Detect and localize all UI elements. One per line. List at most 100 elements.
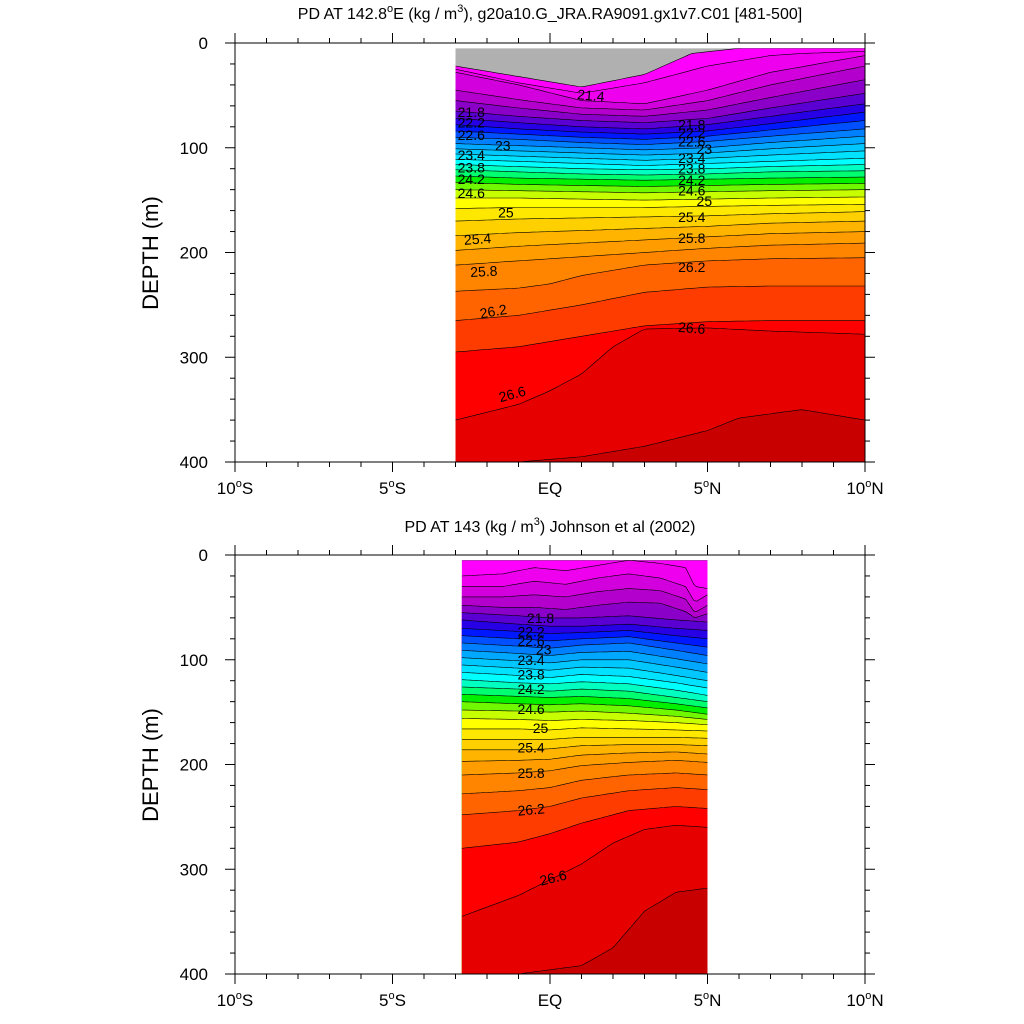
contour-label: 23 bbox=[495, 138, 511, 154]
contour-label: 24.6 bbox=[517, 701, 544, 717]
contour-label: 23.8 bbox=[517, 666, 544, 682]
isopycnal-line-26 bbox=[461, 772, 708, 795]
contour-label: 26.6 bbox=[677, 319, 706, 337]
axes-ticks: 0 100 200 300 400 10oS 5oS EQ 5oN 10oN bbox=[180, 33, 884, 498]
isopycnal-line-26.2 bbox=[455, 285, 865, 321]
y-tick-label: 100 bbox=[180, 651, 208, 670]
isopycnal-line-24.6 bbox=[461, 709, 708, 720]
isopycnal-line-22.2 bbox=[455, 103, 865, 130]
contour-label: 22.2 bbox=[678, 125, 705, 141]
contour-label: 23 bbox=[536, 641, 552, 657]
panel-title: PD AT 142.8oE (kg / m3), g20a10.G_JRA.RA… bbox=[298, 3, 802, 23]
isopycnal-line-26.6 bbox=[461, 825, 708, 917]
y-tick-label: 400 bbox=[180, 453, 208, 472]
x-tick-label: EQ bbox=[538, 479, 563, 498]
y-tick-label: 200 bbox=[180, 756, 208, 775]
y-tick-label: 300 bbox=[180, 348, 208, 367]
isopycnal-line-21.2 bbox=[461, 560, 708, 589]
x-tick-label: 10oN bbox=[846, 990, 883, 1010]
contour-label: 22.2 bbox=[458, 115, 485, 131]
isopycnal-line-23.8 bbox=[461, 679, 708, 696]
isopycnal-line-23.6 bbox=[461, 672, 708, 689]
contour-label: 22.6 bbox=[678, 133, 705, 149]
contour-label: 25 bbox=[697, 193, 713, 209]
contour-label: 25.4 bbox=[463, 230, 492, 248]
contour-label: 26.6 bbox=[497, 383, 528, 406]
x-tick-label: EQ bbox=[538, 991, 563, 1010]
isopycnal-line-21.6 bbox=[455, 65, 865, 111]
contour-label: 21.8 bbox=[527, 610, 554, 626]
isopycnal-line-22.6 bbox=[461, 635, 708, 648]
contour-fills bbox=[455, 48, 865, 463]
contour-label: 21.8 bbox=[678, 117, 705, 133]
y-tick-label: 200 bbox=[180, 244, 208, 263]
isopycnal-line-24.8 bbox=[455, 196, 865, 201]
contour-label: 25 bbox=[533, 720, 549, 736]
isopycnal-line-21.8 bbox=[455, 79, 865, 117]
isopycnal-line-23.8 bbox=[455, 164, 865, 170]
isopycnal-line-24.8 bbox=[461, 718, 708, 725]
contour-label: 22.6 bbox=[517, 633, 544, 649]
isopycnal-line-25.4 bbox=[455, 220, 865, 236]
x-tick-label: 5oS bbox=[379, 478, 406, 498]
x-tick-label: 5oN bbox=[694, 990, 722, 1010]
isopycnal-line-24 bbox=[455, 169, 865, 176]
axes-ticks: 0 100 200 300 400 10oS 5oS EQ 5oN 10oN bbox=[180, 545, 884, 1010]
isopycnal-line-23.2 bbox=[461, 657, 708, 673]
x-tick-label: 10oN bbox=[846, 478, 883, 498]
contour-labels: 21.421.822.222.62323.423.824.224.62525.4… bbox=[458, 86, 713, 405]
contour-label: 25.4 bbox=[678, 209, 705, 225]
contour-label: 24.6 bbox=[458, 185, 485, 201]
contour-label: 24.6 bbox=[678, 183, 705, 199]
isopycnal-line-23 bbox=[461, 650, 708, 665]
isopycnal-line-26.4 bbox=[455, 320, 865, 353]
isopycnal-line-22.2 bbox=[461, 619, 708, 631]
contour-label: 26.2 bbox=[478, 301, 508, 322]
isopycnal-line-25.2 bbox=[461, 737, 708, 740]
x-tick-label: 10oS bbox=[217, 478, 253, 498]
y-tick-label: 400 bbox=[180, 965, 208, 984]
contour-label: 23.4 bbox=[458, 147, 485, 163]
isopycnal-line-26.6 bbox=[455, 327, 865, 421]
isopycnal-line-22 bbox=[455, 93, 865, 123]
contour-label: 25.8 bbox=[517, 765, 544, 781]
y-axis-label: DEPTH (m) bbox=[138, 196, 163, 310]
isopycnal-line-21.4 bbox=[455, 55, 865, 104]
contour-label: 23.4 bbox=[517, 652, 544, 668]
isopycnal-line-26.2 bbox=[461, 787, 708, 816]
isopycnal-line-25 bbox=[455, 204, 865, 209]
contour-fills bbox=[461, 560, 708, 974]
y-axis-label: DEPTH (m) bbox=[138, 708, 163, 822]
contour-label: 21.8 bbox=[458, 104, 485, 120]
isopycnal-line-25 bbox=[461, 727, 708, 732]
isopycnal-line-23.6 bbox=[455, 157, 865, 166]
isopycnal-line-25.2 bbox=[455, 211, 865, 222]
isopycnal-line-23 bbox=[455, 135, 865, 151]
x-tick-label: 10oS bbox=[217, 990, 253, 1010]
isopycnal-line-24.2 bbox=[461, 694, 708, 709]
isopycnal-line-24.6 bbox=[455, 189, 865, 194]
contour-label: 25 bbox=[498, 205, 514, 221]
isopycnal-line-25.6 bbox=[461, 751, 708, 762]
contour-label: 23 bbox=[697, 141, 713, 157]
isopycnal-line-25.8 bbox=[461, 760, 708, 776]
isopycnal-line-23.2 bbox=[455, 143, 865, 156]
panel-top: PD AT 142.8oE (kg / m3), g20a10.G_JRA.RA… bbox=[138, 3, 884, 498]
isopycnal-line-22 bbox=[461, 612, 708, 623]
isopycnal-line-22.8 bbox=[461, 642, 708, 656]
contour-label: 26.2 bbox=[517, 800, 546, 818]
isopycnal-line-21.8 bbox=[461, 601, 708, 618]
y-tick-label: 300 bbox=[180, 860, 208, 879]
contour-label: 25.8 bbox=[470, 263, 498, 280]
isopycnal-line-24.4 bbox=[455, 182, 865, 187]
isopycnal-line-21.6 bbox=[461, 588, 708, 612]
contour-label: 25.8 bbox=[678, 230, 705, 246]
contour-label: 24.2 bbox=[458, 171, 485, 187]
panel-title: PD AT 143 (kg / m3) Johnson et al (2002) bbox=[404, 516, 695, 536]
isopycnal-line-25.6 bbox=[455, 231, 865, 251]
isopycnal-line-21.4 bbox=[461, 573, 708, 602]
contour-label: 23.8 bbox=[678, 161, 705, 177]
contour-lines bbox=[455, 48, 865, 463]
